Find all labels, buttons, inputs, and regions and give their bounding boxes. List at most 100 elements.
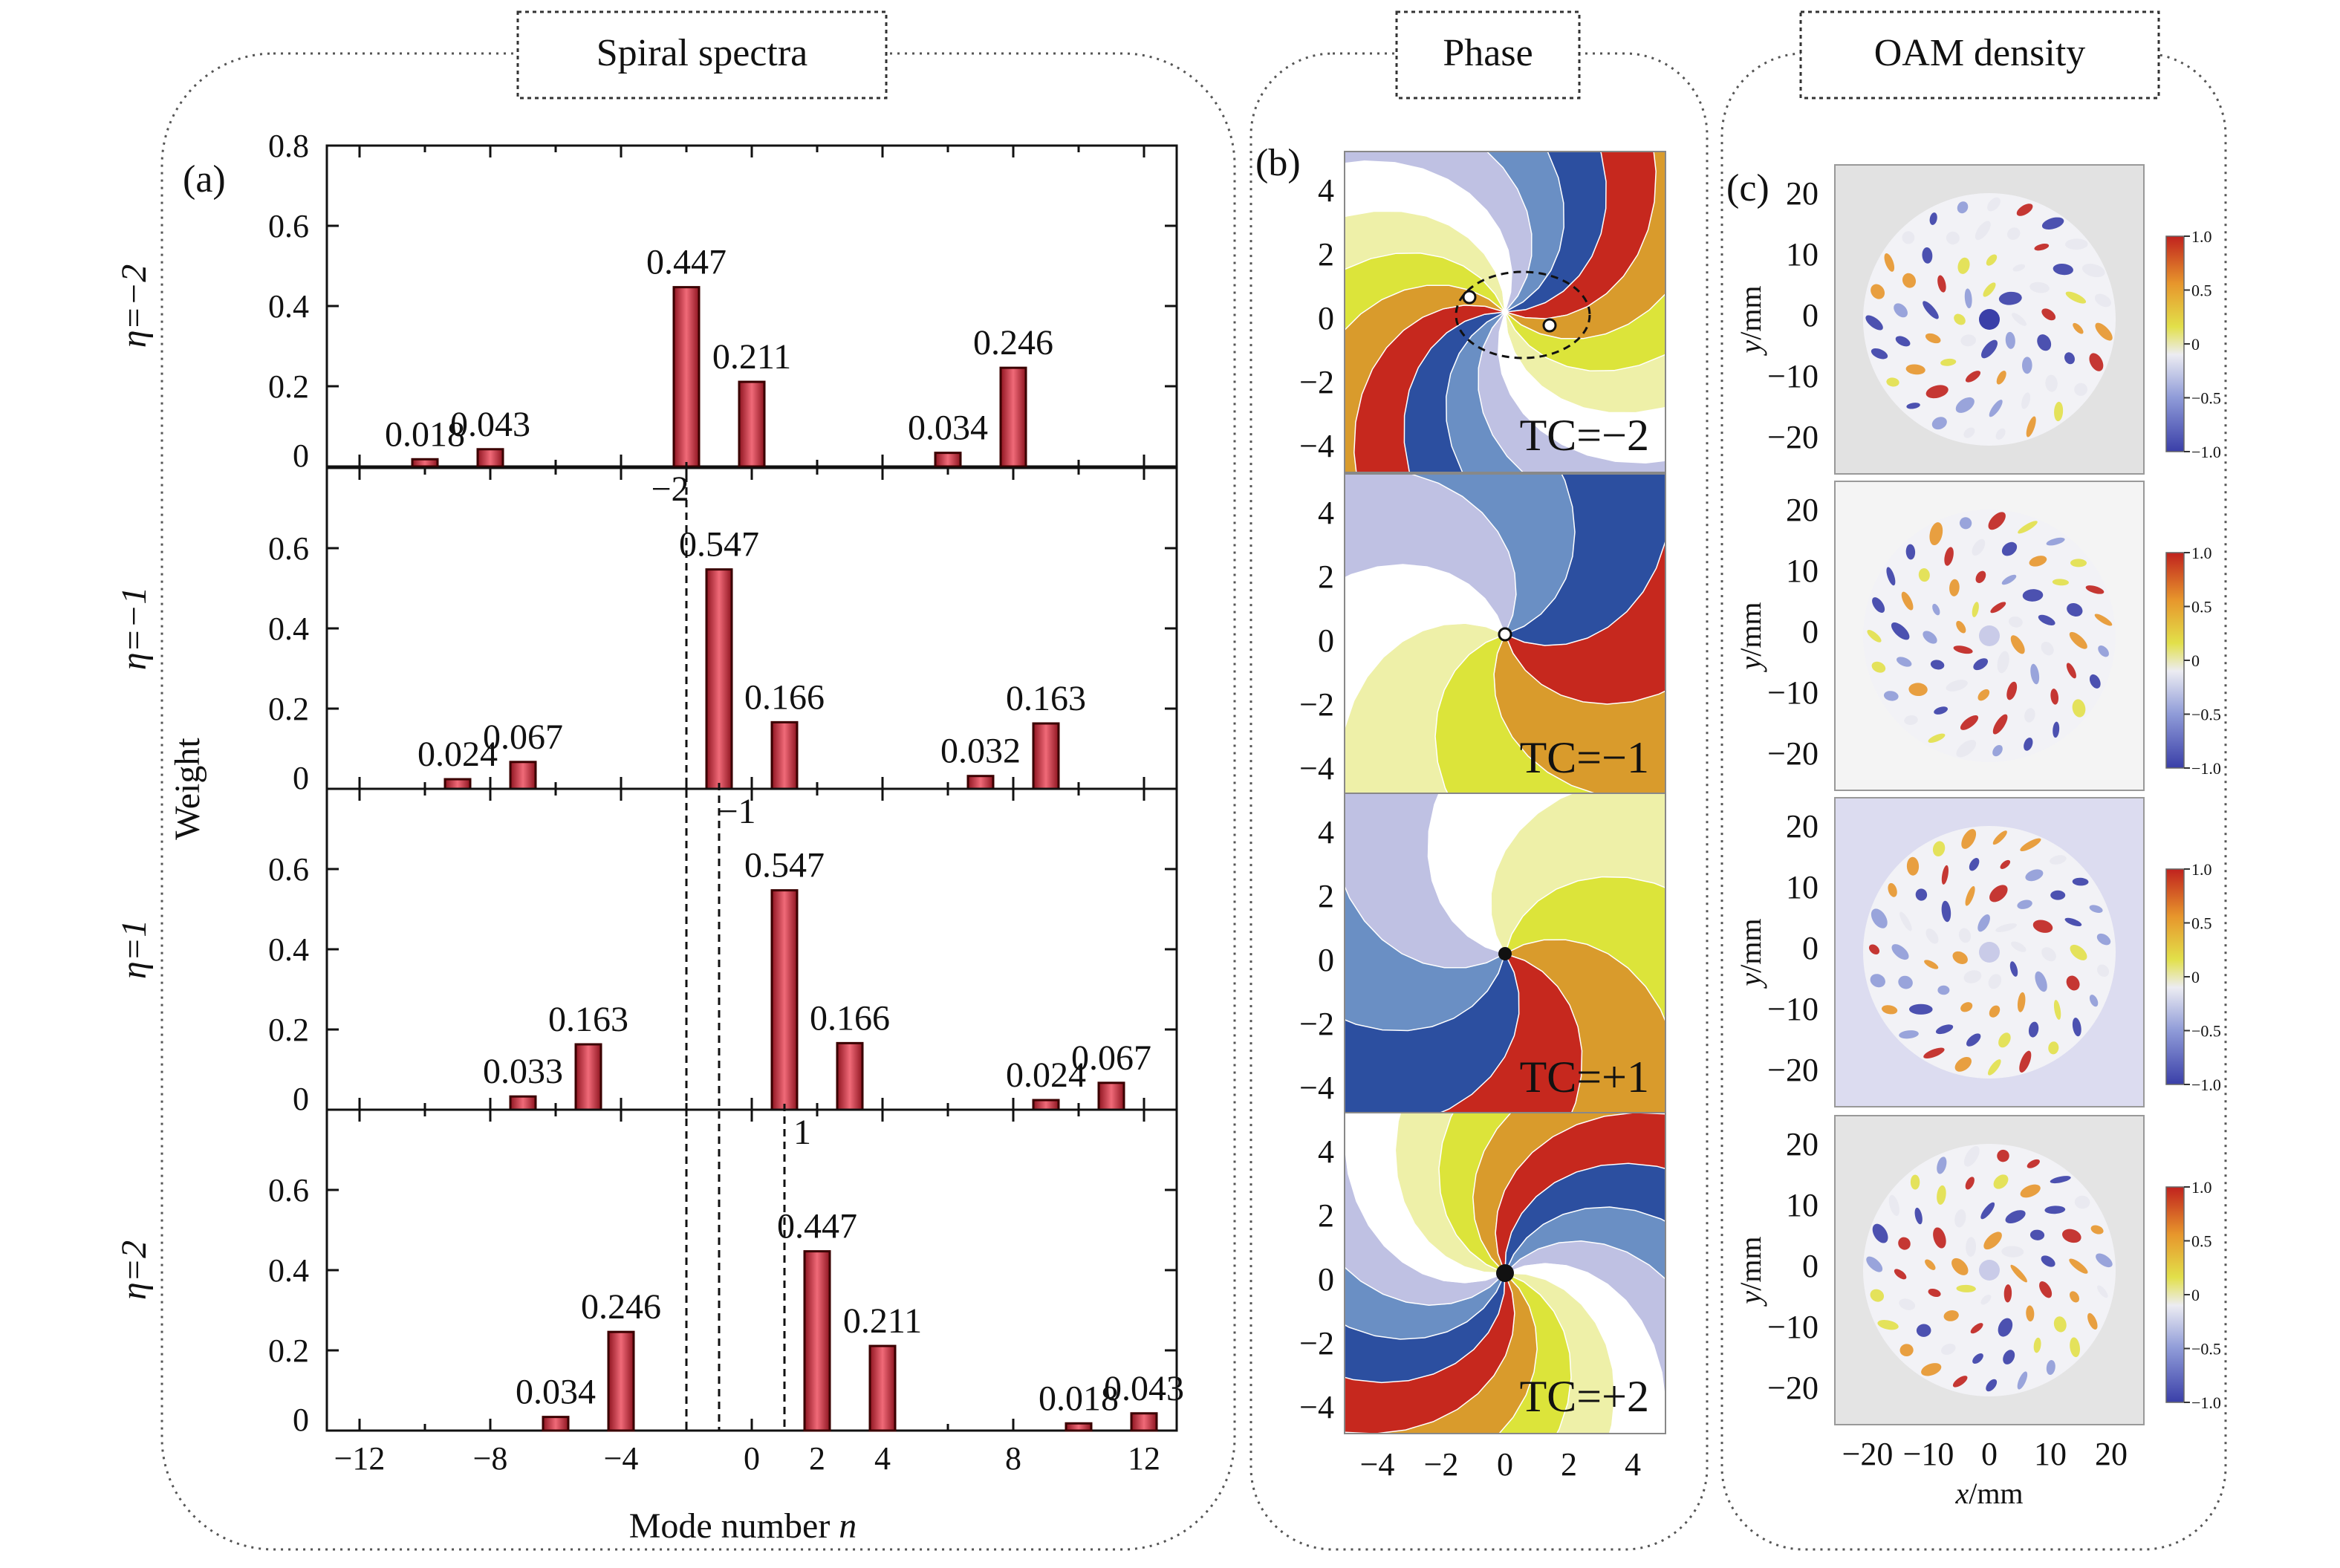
oam-blob [2005, 1210, 2026, 1224]
bar-value-label: 0.447 [777, 1207, 857, 1246]
oam-blob [2029, 1229, 2045, 1240]
oam-blob [2003, 1284, 2012, 1303]
oam-blob [2024, 738, 2033, 751]
oam-y-tick-label: −20 [1767, 419, 1819, 455]
phase-y-tick-label: 4 [1318, 172, 1334, 209]
oam-blob [1941, 1343, 1956, 1356]
oam-blob [1965, 1177, 1975, 1190]
phase-frame [1344, 1112, 1666, 1434]
bar-value-label: 0.163 [1006, 679, 1086, 718]
phase-title: Phase [1443, 32, 1533, 74]
y-tick-label: 0.2 [268, 368, 309, 405]
tc-label: TC=+2 [1520, 1372, 1649, 1421]
phase-y-tick-label: 4 [1318, 1133, 1334, 1170]
oam-blob [2053, 1316, 2067, 1333]
oam-blob [1905, 364, 1925, 375]
oam-blob [1929, 522, 1943, 546]
oam-blob [2064, 352, 2075, 365]
bar-value-label: 0.166 [810, 998, 890, 1038]
panel-label-b: (b) [1255, 142, 1301, 184]
bar-n-5 [574, 1043, 602, 1111]
bar-n-4 [607, 1330, 635, 1432]
eta-row-label: η=2 [114, 1240, 154, 1300]
oam-blob [2090, 1225, 2104, 1234]
oam-blob [2010, 1264, 2027, 1283]
oam-x-axis-title: x/mm [1954, 1477, 2023, 1510]
oam-blob [1886, 567, 1896, 586]
oam-blob [1894, 1269, 1907, 1280]
phase-y-tick-label: −4 [1299, 1070, 1334, 1106]
bar-value-label: 0.211 [843, 1301, 922, 1341]
oam-blob [2070, 1337, 2080, 1358]
spectra-title-box: Spiral spectra [516, 10, 888, 100]
x-axis-title: Mode number n [629, 1506, 857, 1546]
phase-y-tick-label: 0 [1318, 1261, 1334, 1298]
oam-y-tick-label: 10 [1786, 869, 1819, 905]
oam-blob [1966, 1033, 1981, 1047]
oam-blob [1932, 603, 1940, 616]
open-singularity [1498, 627, 1512, 642]
oam-y-tick-label: 20 [1786, 175, 1819, 212]
y-tick-label: 0.2 [268, 1333, 309, 1369]
oam-blob [2020, 1184, 2041, 1198]
oam-blob [2045, 374, 2058, 392]
bar-value-label: 0.024 [417, 735, 498, 774]
oam-y-tick-label: 10 [1786, 236, 1819, 273]
y-tick-label: 0.6 [268, 530, 309, 567]
oam-blob [2033, 1337, 2041, 1353]
bar-value-label: 0.033 [483, 1052, 563, 1091]
tc-label: TC=−2 [1520, 411, 1649, 460]
oam-blob [1925, 333, 1941, 344]
phase-y-tick-label: 0 [1318, 942, 1334, 978]
oam-blob [2094, 293, 2111, 308]
x-tick-label: 2 [809, 1440, 825, 1477]
filled-singularity [1496, 1264, 1514, 1282]
oam-blob [2066, 663, 2076, 679]
oam-blob [2041, 217, 2064, 230]
oam-blob [2011, 941, 2027, 952]
oam-blob [1871, 661, 1886, 673]
oam-y-tick-label: 0 [1802, 614, 1819, 650]
oam-blob [2009, 961, 2018, 977]
bar-n10 [1065, 1422, 1093, 1432]
oam-blob [1870, 1289, 1885, 1302]
oam-blob [2096, 964, 2110, 977]
phase-y-tick-label: −4 [1299, 1389, 1334, 1425]
oam-blob [2094, 614, 2113, 626]
oam-blob [2026, 1305, 2035, 1322]
phase-band [1435, 952, 1583, 1114]
oam-y-tick-label: 20 [1786, 492, 1819, 528]
oam-y-axis-title: y/mm [1734, 918, 1767, 989]
oam-blob [1910, 1174, 1920, 1190]
oam-blob [2085, 585, 2105, 594]
bar-value-label: 0.067 [483, 718, 563, 757]
oam-blob [2041, 1255, 2055, 1267]
y-tick-label: 0.2 [268, 691, 309, 727]
x-tick-label: 8 [1005, 1440, 1021, 1477]
oam-blob [2072, 877, 2089, 886]
phase-y-tick-label: 2 [1318, 1197, 1334, 1234]
oam-blob [1975, 570, 1986, 583]
oam-blob [1958, 928, 1972, 943]
panel-label-c: (c) [1726, 167, 1769, 209]
oam-blob [2030, 663, 2040, 685]
oam-blob [2074, 1195, 2090, 1209]
oam-blob [1966, 1237, 1977, 1257]
oam-blob [1955, 397, 1975, 413]
colorbar [2165, 235, 2185, 452]
oam-blob [1969, 858, 1980, 871]
colorbar [2165, 868, 2185, 1085]
bar-value-label: 0.043 [450, 405, 530, 444]
y-tick-label: 0.4 [268, 931, 309, 968]
oam-blob [1934, 706, 1948, 715]
oam-blob [1954, 1056, 1972, 1072]
oam-blob [1918, 568, 1930, 582]
oam-blob [2041, 308, 2056, 321]
colorbar-tick-label: −0.5 [2191, 1022, 2221, 1041]
colorbar-tick-label: 0.5 [2191, 282, 2212, 300]
oam-blob [2053, 264, 2073, 276]
oam-blob [2089, 674, 2101, 689]
oam-core [1979, 942, 2000, 963]
